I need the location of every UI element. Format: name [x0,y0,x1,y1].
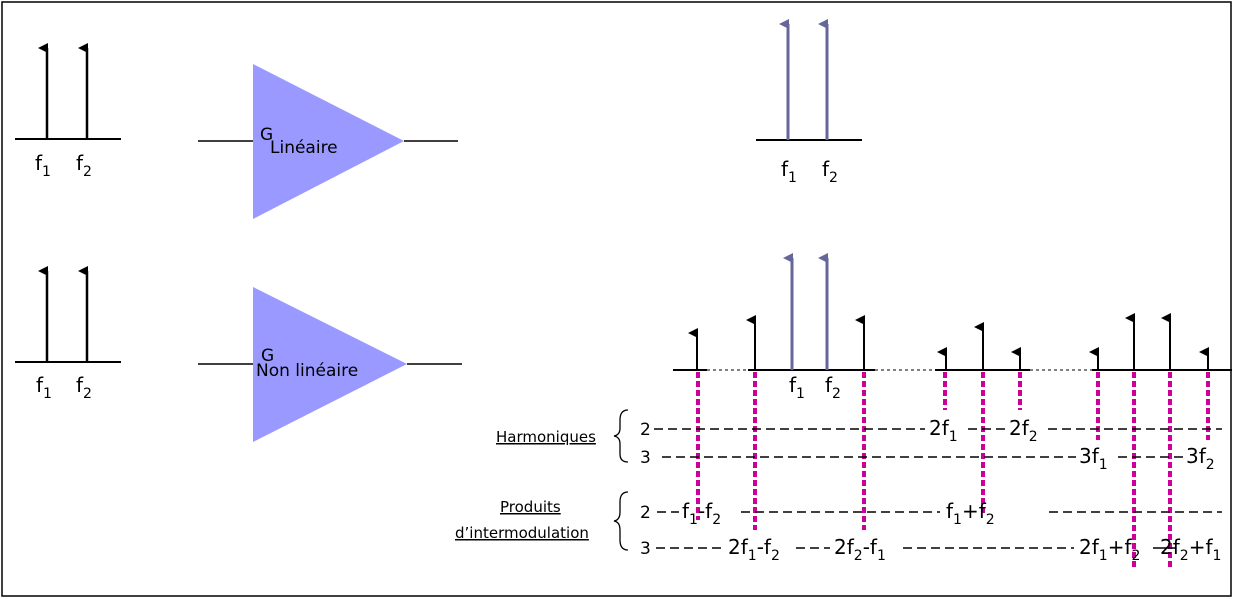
tone-f1-label: f1 [789,373,805,402]
harmonic-3f1-label: 3f1 [1079,444,1108,473]
amp-type-label: Linéaire [270,138,338,158]
linear-output-spectrum: f1 f2 [756,19,862,186]
intermod-label-line1: Produits [500,498,561,516]
intermod-label-line2: d’intermodulation [455,524,589,542]
intermod-f1+f2-label: f1+f2 [946,499,995,528]
harmonic-2f1-label: 2f1 [929,416,958,445]
tone-f2-label: f2 [76,373,92,402]
harmonic-2f2-label: 2f2 [1009,416,1038,445]
amp-gain-label: G [261,346,274,366]
amp-gain-label: G [260,125,273,145]
amp-type-label: Non linéaire [256,361,358,381]
linear-amplifier: G Linéaire [198,64,458,219]
harmonics-label: Harmoniques [496,428,596,446]
tone-f1-label: f1 [781,157,797,186]
tone-f2-label: f2 [76,151,92,180]
tone-f1-label: f1 [35,151,51,180]
intermod-f1-f2-label: f1-f2 [682,499,721,528]
intermod-2f1-f2-label: 2f1-f2 [728,535,780,564]
amp-triangle [253,64,404,219]
nonlinear-output-spectrum: f1 f2 [673,253,1232,402]
harmonics-order-3: 3 [640,448,651,468]
tone-f1-label: f1 [36,373,52,402]
intermod-2f2+f1-label: 2f2+f1 [1160,535,1221,564]
linear-input-spectrum: f1 f2 [15,43,121,180]
harmonics-brace [613,409,629,463]
intermod-order-3: 3 [640,539,651,559]
harmonics-group: Harmoniques 2 2f1 2f2 3 3f1 3f2 [496,409,1222,473]
intermodulation-group: Produits d’intermodulation 2 f1-f2 f1+f2… [455,491,1222,564]
product-marker-lines [696,372,1210,570]
harmonic-3f2-label: 3f2 [1186,444,1215,473]
nonlinear-input-spectrum: f1 f2 [15,266,121,402]
intermod-brace [613,491,629,551]
amp-triangle [253,287,407,442]
tone-f2-label: f2 [822,157,838,186]
harmonics-order-2: 2 [640,420,651,440]
nonlinear-amplifier: G Non linéaire [198,287,462,442]
intermod-2f2-f1-label: 2f2-f1 [834,535,886,564]
intermod-order-2: 2 [640,503,651,523]
intermod-2f1+f2-label: 2f1+f2 [1079,535,1140,564]
tone-f2-label: f2 [825,373,841,402]
